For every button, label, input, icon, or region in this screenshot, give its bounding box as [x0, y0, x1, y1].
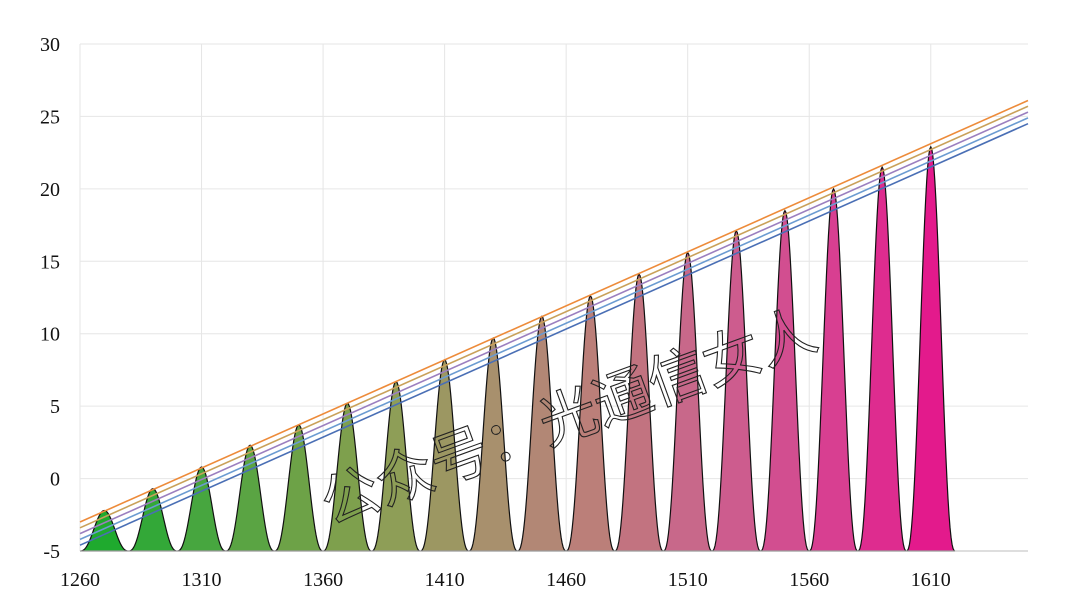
y-tick-label: -5 — [43, 541, 60, 563]
y-tick-label: 0 — [50, 469, 60, 491]
peak-1490 — [614, 273, 664, 552]
trend-lines — [79, 99, 1029, 546]
x-tick-label: 1460 — [546, 569, 586, 591]
x-tick-label: 1310 — [182, 569, 222, 591]
peak-1550 — [760, 209, 810, 552]
x-tick-label: 1260 — [60, 569, 100, 591]
x-tick-label: 1360 — [303, 569, 343, 591]
y-tick-label: 5 — [50, 396, 60, 418]
trend-line-4 — [79, 117, 1029, 541]
peak-1590 — [857, 165, 907, 552]
peak-1570 — [809, 187, 859, 552]
trend-line-2 — [79, 105, 1029, 529]
x-tick-label: 1610 — [911, 569, 951, 591]
x-tick-label: 1410 — [425, 569, 465, 591]
y-tick-label: 15 — [40, 251, 60, 273]
x-tick-label: 1560 — [789, 569, 829, 591]
y-tick-label: 30 — [40, 34, 60, 56]
peak-1510 — [663, 251, 713, 552]
y-tick-label: 10 — [40, 324, 60, 346]
peak-1470 — [565, 295, 615, 552]
trend-line-5 — [79, 122, 1029, 546]
y-tick-label: 20 — [40, 179, 60, 201]
y-tick-label: 25 — [40, 106, 60, 128]
peak-1530 — [711, 229, 761, 552]
x-tick-label: 1510 — [668, 569, 708, 591]
peak-series — [79, 145, 956, 552]
trend-line-3 — [79, 111, 1029, 535]
trend-line-1 — [79, 99, 1029, 523]
peak-1610 — [906, 145, 956, 552]
